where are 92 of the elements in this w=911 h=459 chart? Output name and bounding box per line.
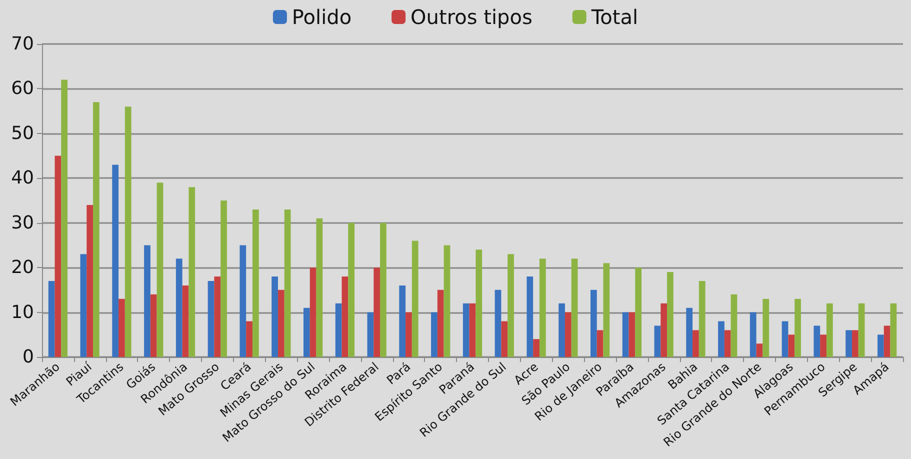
bar	[399, 285, 406, 357]
bar	[814, 326, 820, 357]
y-tick-label: 50	[11, 122, 34, 144]
y-tick-label: 10	[11, 302, 34, 323]
bar	[431, 312, 438, 357]
bar	[437, 290, 444, 357]
bar	[124, 106, 132, 357]
bar	[660, 303, 668, 357]
bar	[367, 312, 374, 357]
bar	[788, 334, 795, 357]
bar	[628, 312, 636, 357]
bar	[884, 326, 890, 357]
bar	[692, 330, 699, 357]
bar	[730, 294, 738, 357]
bar	[794, 298, 801, 357]
bar	[112, 164, 119, 357]
bar	[590, 290, 597, 357]
bar	[406, 312, 412, 357]
bar	[54, 156, 62, 357]
bar	[494, 290, 502, 357]
bar	[890, 303, 897, 357]
bar	[508, 254, 514, 357]
bar	[820, 334, 826, 357]
bar	[374, 268, 380, 357]
bar	[603, 263, 610, 357]
bar	[462, 303, 470, 357]
bar	[571, 258, 578, 357]
bar	[150, 294, 157, 357]
bar	[533, 339, 540, 357]
bar	[667, 272, 674, 357]
bar	[539, 258, 546, 357]
bar	[526, 276, 534, 357]
bar	[501, 321, 508, 357]
bar	[61, 80, 68, 357]
bar	[182, 285, 189, 357]
bar	[156, 182, 164, 357]
bar	[48, 280, 55, 357]
bar	[564, 312, 572, 357]
bar	[877, 334, 884, 357]
bar	[214, 276, 221, 357]
bar	[558, 303, 565, 357]
y-tick-label: 0	[22, 346, 34, 368]
y-tick-label: 70	[11, 34, 34, 54]
bar	[782, 321, 788, 357]
bar	[252, 209, 259, 357]
legend-label: Outros tipos	[410, 5, 532, 29]
bar	[348, 222, 355, 357]
bar	[335, 303, 342, 357]
bar	[118, 298, 125, 357]
bar	[412, 240, 418, 357]
bar	[718, 321, 724, 357]
bar	[724, 330, 731, 357]
bar	[622, 312, 629, 357]
bar	[86, 204, 94, 357]
bar	[444, 245, 450, 357]
bar	[596, 330, 604, 357]
bar	[93, 102, 100, 357]
legend-label: Polido	[292, 5, 352, 29]
bar	[750, 312, 756, 357]
bar	[188, 187, 196, 357]
bar	[635, 268, 642, 357]
bar	[756, 344, 763, 357]
bar	[272, 276, 278, 357]
bar	[698, 280, 706, 357]
bar	[310, 268, 316, 357]
legend-label: Total	[590, 5, 638, 29]
y-tick-label: 60	[11, 78, 34, 100]
bar	[852, 330, 858, 357]
y-tick-label: 40	[11, 168, 34, 189]
bar	[686, 308, 693, 357]
y-tick-label: 30	[11, 212, 34, 234]
bar	[246, 321, 252, 357]
bar	[846, 330, 852, 357]
bar	[469, 303, 476, 357]
bar	[380, 222, 386, 357]
bar	[278, 290, 284, 357]
bar	[220, 200, 227, 357]
bar	[316, 218, 323, 357]
bar	[762, 298, 770, 357]
bar	[144, 245, 150, 357]
y-tick-label: 20	[11, 257, 34, 278]
bar	[826, 303, 833, 357]
bar	[858, 303, 865, 357]
bar	[303, 308, 310, 357]
bar	[284, 209, 291, 357]
bar	[654, 326, 661, 357]
bar	[342, 276, 348, 357]
bar	[176, 258, 182, 357]
bar	[80, 254, 87, 357]
bar	[476, 250, 482, 357]
bar	[240, 245, 246, 357]
bar	[208, 280, 214, 357]
